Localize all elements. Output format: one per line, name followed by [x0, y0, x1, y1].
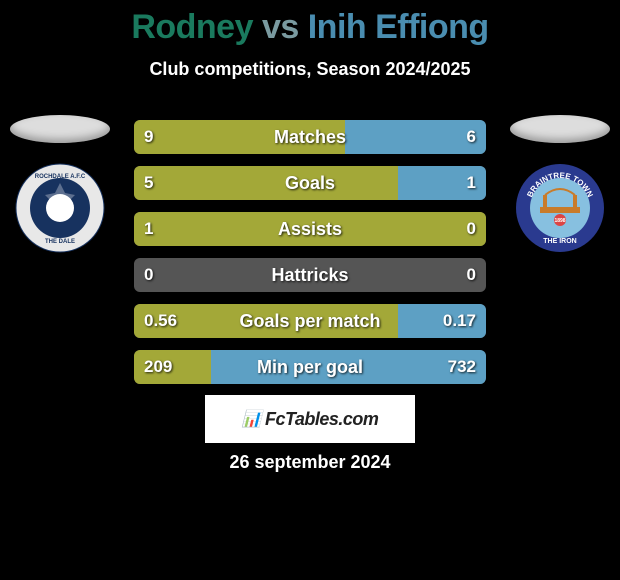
stat-label: Matches — [134, 127, 486, 148]
svg-text:1898: 1898 — [554, 218, 565, 224]
stat-row: 209732Min per goal — [134, 350, 486, 384]
branding-box: 📊 FcTables.com — [205, 395, 415, 443]
stat-label: Assists — [134, 219, 486, 240]
club-left-badge: ROCHDALE A.F.C THE DALE — [15, 163, 105, 253]
stat-label: Goals per match — [134, 311, 486, 332]
stat-row: 0.560.17Goals per match — [134, 304, 486, 338]
club-right-badge: 1898 BRAINTREE TOWN THE IRON — [515, 163, 605, 253]
stats-bars: 96Matches 51Goals 10Assists 00Hattricks 0.56… — [134, 120, 486, 396]
stat-row: 10Assists — [134, 212, 486, 246]
stat-row: 51Goals — [134, 166, 486, 200]
stat-row: 96Matches — [134, 120, 486, 154]
date-label: 26 september 2024 — [0, 452, 620, 473]
stat-row: 00Hattricks — [134, 258, 486, 292]
club-right: 1898 BRAINTREE TOWN THE IRON — [505, 115, 615, 253]
stat-label: Min per goal — [134, 357, 486, 378]
stat-label: Hattricks — [134, 265, 486, 286]
branding-label: FcTables.com — [265, 409, 378, 430]
page-title: Rodney vs Inih Effiong — [0, 0, 620, 47]
svg-text:THE IRON: THE IRON — [543, 238, 576, 245]
player1-name: Rodney — [131, 8, 253, 46]
player1-silhouette — [10, 115, 110, 143]
player2-silhouette — [510, 115, 610, 143]
club-left: ROCHDALE A.F.C THE DALE — [5, 115, 115, 253]
player2-name: Inih Effiong — [308, 8, 489, 46]
svg-text:ROCHDALE A.F.C: ROCHDALE A.F.C — [35, 174, 86, 180]
subtitle: Club competitions, Season 2024/2025 — [0, 59, 620, 80]
vs-text: vs — [262, 8, 299, 46]
svg-text:THE DALE: THE DALE — [45, 239, 75, 245]
stat-label: Goals — [134, 173, 486, 194]
chart-icon: 📊 — [242, 409, 261, 429]
